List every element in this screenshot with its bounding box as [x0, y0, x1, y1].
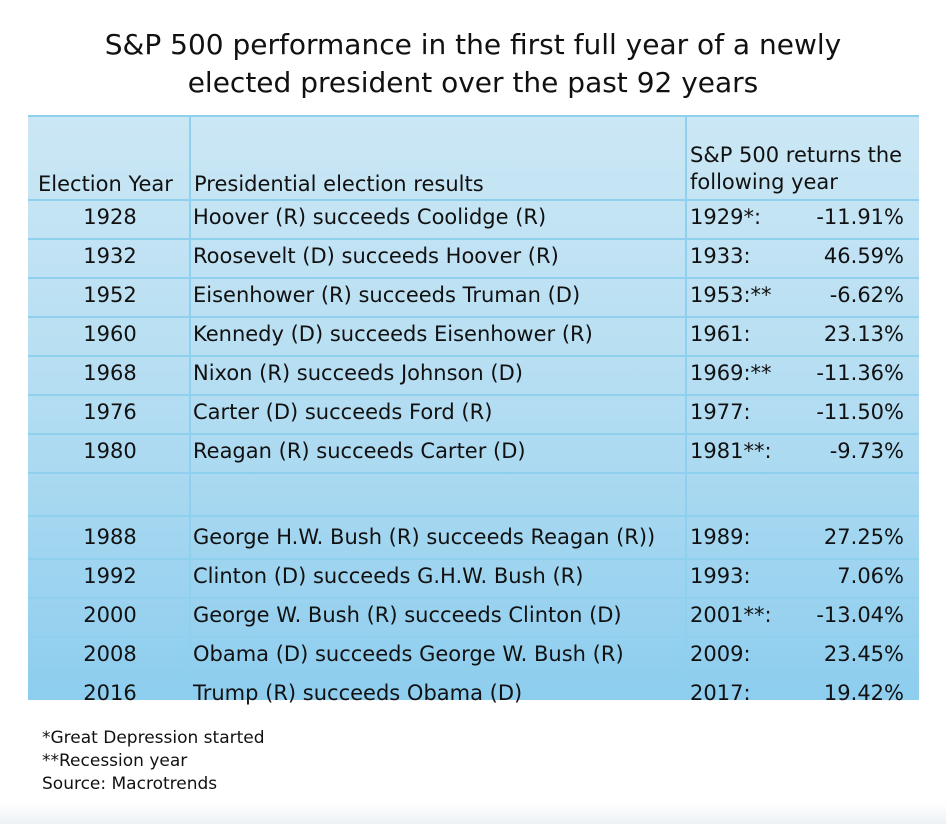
row-divider — [28, 472, 919, 474]
election-year-cell: 1928 — [83, 205, 137, 229]
following-year-cell: 1977: — [690, 400, 751, 424]
row-divider — [28, 433, 919, 435]
election-result-cell: Nixon (R) succeeds Johnson (D) — [193, 361, 523, 385]
return-cell: -13.04% — [816, 603, 904, 627]
election-year-cell: 1968 — [83, 361, 137, 385]
election-year-cell: 2016 — [83, 681, 137, 705]
row-divider — [28, 316, 919, 318]
election-year-cell: 1976 — [83, 400, 137, 424]
row-divider — [28, 394, 919, 396]
column-divider — [685, 117, 687, 700]
header-election-results: Presidential election results — [194, 172, 484, 196]
following-year-cell: 1993: — [690, 564, 751, 588]
footnotes: *Great Depression started **Recession ye… — [42, 727, 265, 796]
election-result-cell: Obama (D) succeeds George W. Bush (R) — [193, 642, 624, 666]
returns-table: Election Year Presidential election resu… — [28, 115, 919, 705]
row-divider — [28, 199, 919, 201]
election-result-cell: Reagan (R) succeeds Carter (D) — [193, 439, 526, 463]
election-result-cell: Carter (D) succeeds Ford (R) — [193, 400, 493, 424]
election-year-cell: 1960 — [83, 322, 137, 346]
return-cell: 27.25% — [823, 525, 904, 549]
row-divider — [28, 238, 919, 240]
row-divider — [28, 558, 919, 560]
row-divider — [28, 675, 919, 677]
election-result-cell: Clinton (D) succeeds G.H.W. Bush (R) — [193, 564, 584, 588]
return-cell: 7.06% — [837, 564, 904, 588]
following-year-cell: 1929*: — [690, 205, 762, 229]
following-year-cell: 1969:** — [690, 361, 772, 385]
election-year-cell: 2000 — [83, 603, 137, 627]
return-cell: 23.45% — [823, 642, 904, 666]
election-year-cell: 1988 — [83, 525, 137, 549]
bottom-shadow — [0, 802, 946, 824]
footnote-recession: **Recession year — [42, 751, 188, 771]
following-year-cell: 1961: — [690, 322, 751, 346]
election-year-cell: 1932 — [83, 244, 137, 268]
election-result-cell: Hoover (R) succeeds Coolidge (R) — [193, 205, 547, 229]
following-year-cell: 1981**: — [690, 439, 772, 463]
election-result-cell: Eisenhower (R) succeeds Truman (D) — [193, 283, 581, 307]
row-divider — [28, 355, 919, 357]
row-divider — [28, 277, 919, 279]
footnote-depression: *Great Depression started — [42, 728, 265, 748]
row-divider — [28, 515, 919, 517]
row-divider — [28, 597, 919, 599]
header-election-year: Election Year — [38, 172, 173, 196]
following-year-cell: 1933: — [690, 244, 751, 268]
return-cell: 46.59% — [823, 244, 904, 268]
return-cell: -9.73% — [829, 439, 904, 463]
header-returns-line-2: following year — [690, 170, 838, 194]
election-result-cell: George H.W. Bush (R) succeeds Reagan (R)… — [193, 525, 656, 549]
return-cell: -11.36% — [816, 361, 904, 385]
return-cell: -6.62% — [829, 283, 904, 307]
election-year-cell: 2008 — [83, 642, 137, 666]
following-year-cell: 2001**: — [690, 603, 772, 627]
return-cell: 19.42% — [823, 681, 904, 705]
election-result-cell: Kennedy (D) succeeds Eisenhower (R) — [193, 322, 593, 346]
row-divider — [28, 636, 919, 638]
following-year-cell: 1989: — [690, 525, 751, 549]
following-year-cell: 2009: — [690, 642, 751, 666]
title-line-2: elected president over the past 92 years — [187, 66, 759, 99]
column-divider — [189, 117, 191, 700]
return-cell: -11.50% — [816, 400, 904, 424]
page-title: S&P 500 performance in the first full ye… — [0, 26, 946, 102]
header-returns-line-1: S&P 500 returns the — [690, 143, 903, 167]
return-cell: 23.13% — [823, 322, 904, 346]
following-year-cell: 1953:** — [690, 283, 772, 307]
title-line-1: S&P 500 performance in the first full ye… — [104, 28, 842, 61]
election-year-cell: 1992 — [83, 564, 137, 588]
footnote-source: Source: Macrotrends — [42, 774, 218, 794]
election-year-cell: 1952 — [83, 283, 137, 307]
election-result-cell: Roosevelt (D) succeeds Hoover (R) — [193, 244, 559, 268]
election-year-cell: 1980 — [83, 439, 137, 463]
election-result-cell: Trump (R) succeeds Obama (D) — [193, 681, 523, 705]
election-result-cell: George W. Bush (R) succeeds Clinton (D) — [193, 603, 622, 627]
following-year-cell: 2017: — [690, 681, 751, 705]
return-cell: -11.91% — [816, 205, 904, 229]
